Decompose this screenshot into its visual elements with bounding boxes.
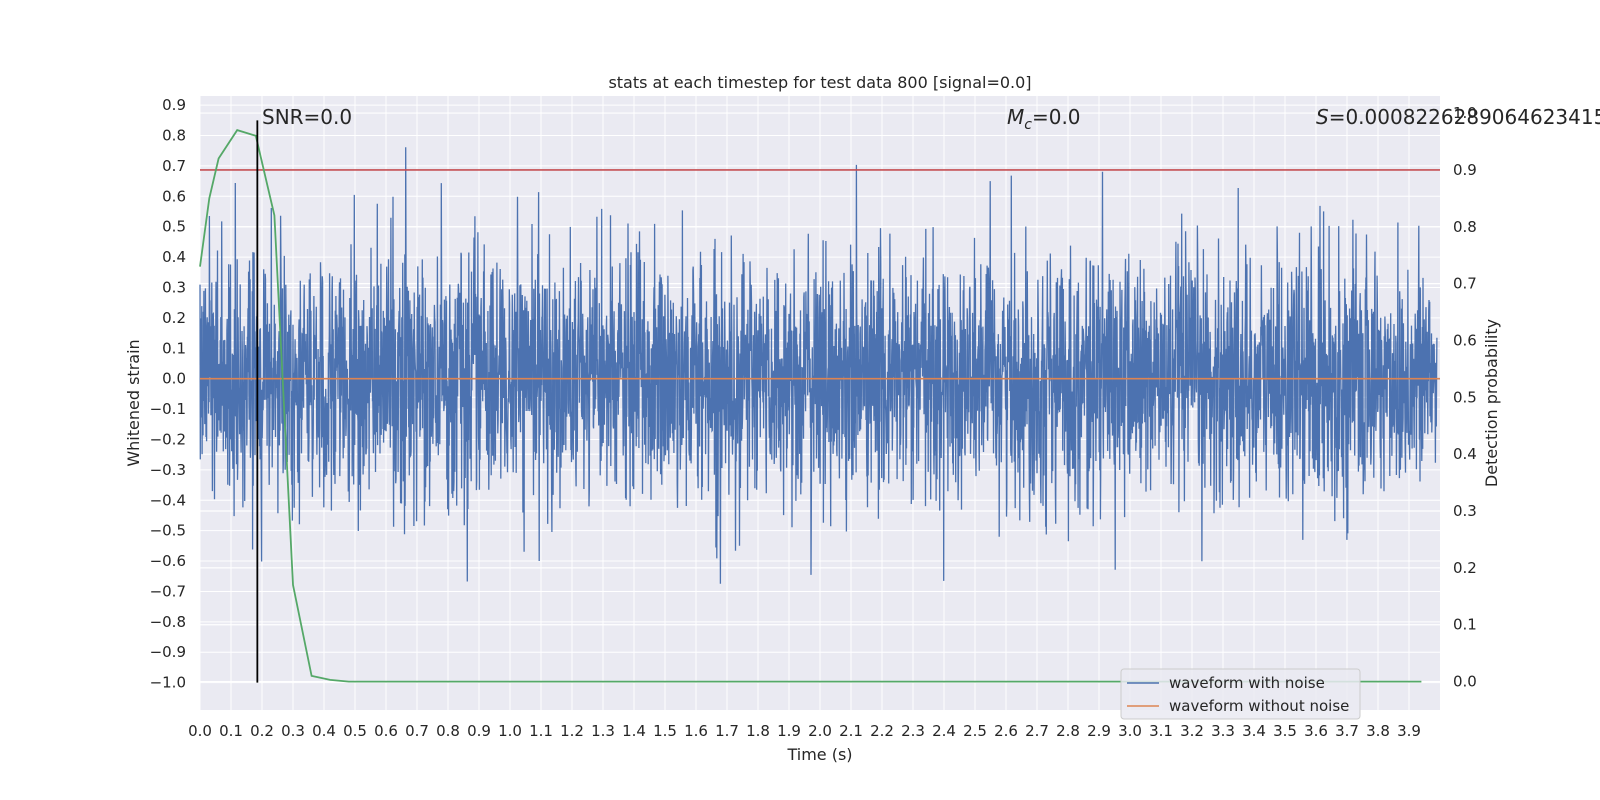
y-tick-label: −0.2 [150,430,186,448]
y-tick-label: 0.5 [162,218,186,236]
x-tick-label: 0.5 [343,722,367,740]
x-tick-label: 3.7 [1335,722,1359,740]
y-tick-label: 0.4 [162,248,186,266]
chirp-mass-symbol: M [1007,105,1024,129]
y-axis-label: Whitened strain [124,339,143,466]
legend-box [1120,668,1361,720]
y-tick-label: −0.6 [150,552,186,570]
x-tick-label: 3.0 [1118,722,1142,740]
x-tick-label: 0.1 [219,722,243,740]
x-axis-label: Time (s) [786,745,852,764]
x-tick-label: 3.5 [1273,722,1297,740]
x-tick-label: 2.1 [839,722,863,740]
x-tick-label: 1.9 [777,722,801,740]
y2-tick-label: 0.7 [1453,275,1477,293]
y-tick-label: −1.0 [150,674,186,692]
x-tick-label: 2.2 [870,722,894,740]
y-tick-label: −0.1 [150,400,186,418]
x-tick-label: 0.4 [312,722,336,740]
y2-tick-label: 0.0 [1453,673,1477,691]
y-tick-label: 0.7 [162,157,186,175]
x-tick-label: 1.5 [653,722,677,740]
x-tick-label: 1.8 [746,722,770,740]
x-tick-label: 0.0 [188,722,212,740]
legend-label-noise: waveform with noise [1169,674,1325,692]
y2-tick-label: 0.5 [1453,388,1477,406]
chart-title: stats at each timestep for test data 800… [608,73,1031,92]
x-tick-label: 1.2 [560,722,584,740]
chirp-mass-annotation: Mc=0.0 [1007,105,1081,133]
y2-tick-label: 0.6 [1453,331,1477,349]
x-tick-label: 1.3 [591,722,615,740]
x-tick-label: 3.1 [1149,722,1173,740]
x-tick-label: 1.7 [715,722,739,740]
y-tick-label: −0.9 [150,643,186,661]
y2-tick-label: 0.2 [1453,559,1477,577]
x-tick-label: 2.6 [994,722,1018,740]
s-symbol: S [1316,105,1329,129]
x-tick-label: 3.6 [1304,722,1328,740]
x-tick-label: 3.4 [1242,722,1266,740]
x-tick-label: 2.4 [932,722,956,740]
x-tick-label: 2.5 [963,722,987,740]
x-tick-label: 1.1 [529,722,553,740]
y-tick-label: −0.3 [150,461,186,479]
y-tick-label: 0.2 [162,309,186,327]
detection-probability-line [199,129,1422,683]
chirp-mass-value: =0.0 [1032,105,1081,129]
x-tick-label: 1.6 [684,722,708,740]
y-tick-label: 0.3 [162,278,186,296]
x-tick-label: 0.9 [467,722,491,740]
x-tick-label: 2.3 [901,722,925,740]
y-tick-label: 0.1 [162,339,186,357]
y-tick-label: 0.6 [162,187,186,205]
y2-tick-label: 0.4 [1453,445,1477,463]
x-tick-label: 0.2 [250,722,274,740]
x-tick-label: 1.0 [498,722,522,740]
y2-axis-label: Detection probability [1482,319,1501,487]
s-annotation: S=0.0008226289064623415 [1316,105,1600,129]
y2-tick-label: 1.0 [1453,104,1477,122]
x-tick-label: 2.8 [1056,722,1080,740]
x-tick-label: 2.7 [1025,722,1049,740]
snr-annotation: SNR=0.0 [262,105,352,129]
x-tick-label: 3.3 [1211,722,1235,740]
x-tick-label: 0.7 [405,722,429,740]
y2-tick-label: 0.1 [1453,616,1477,634]
overlay-layer [199,120,1440,683]
y-tick-label: 0.9 [162,96,186,114]
x-tick-label: 2.0 [808,722,832,740]
noise-waveform-line [199,147,1438,584]
y2-tick-label: 0.9 [1453,161,1477,179]
y2-tick-label: 0.3 [1453,502,1477,520]
s-value: =0.0008226289064623415 [1329,105,1600,129]
y-tick-label: −0.5 [150,522,186,540]
y-tick-label: −0.7 [150,582,186,600]
x-tick-label: 1.4 [622,722,646,740]
x-tick-label: 3.9 [1397,722,1421,740]
x-tick-label: 3.2 [1180,722,1204,740]
ticks: 0.0 0.1 0.2 0.3 0.4 0.5 0.6 0.7 0.8 0.9 1.0 1.1 1.2 1… [150,96,1477,740]
y2-tick-label: 0.8 [1453,218,1477,236]
x-tick-label: 3.8 [1366,722,1390,740]
x-tick-label: 0.3 [281,722,305,740]
y-tick-label: −0.4 [150,491,186,509]
y-tick-label: 0.8 [162,127,186,145]
y-tick-label: 0.0 [162,370,186,388]
legend: waveform with noise waveform without noi… [1120,668,1361,720]
chirp-mass-subscript: c [1024,117,1032,133]
waveform-with-noise-series [199,147,1438,584]
legend-label-clean: waveform without noise [1169,697,1349,715]
y-tick-label: −0.8 [150,613,186,631]
x-tick-label: 0.6 [374,722,398,740]
x-tick-label: 0.8 [436,722,460,740]
x-tick-label: 2.9 [1087,722,1111,740]
